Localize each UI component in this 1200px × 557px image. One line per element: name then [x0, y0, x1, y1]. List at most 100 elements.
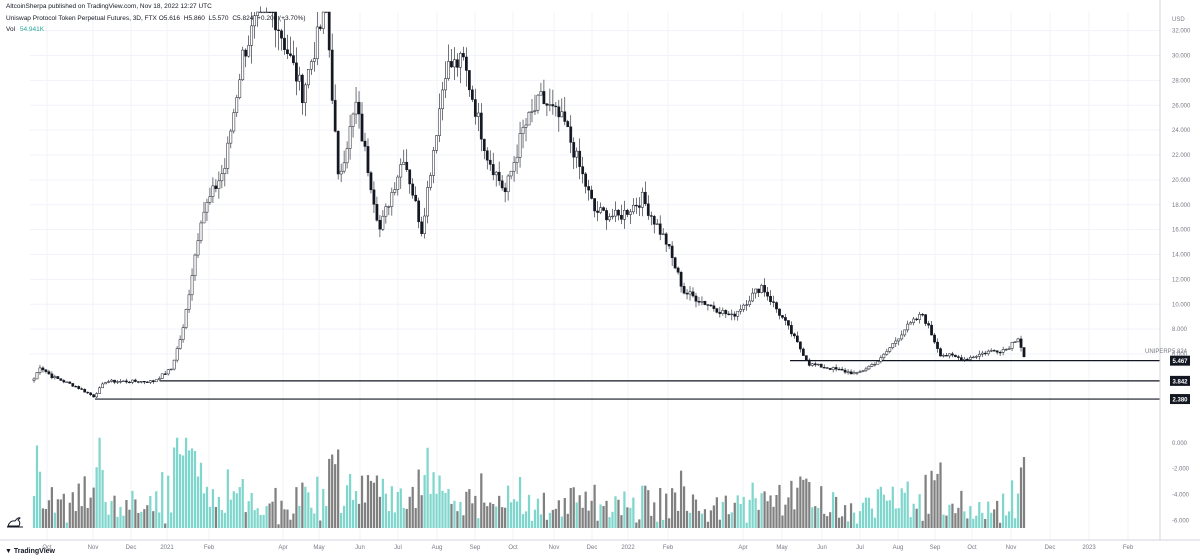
volume-bar — [894, 508, 897, 528]
volume-bar — [268, 503, 271, 528]
candle-down — [643, 191, 647, 205]
candle-up — [518, 133, 522, 158]
candle-down — [605, 210, 608, 221]
volume-bar — [1013, 518, 1017, 528]
candle-down — [86, 391, 90, 394]
candle-up — [1004, 349, 1008, 351]
volume-bar — [852, 512, 856, 528]
volume-bar — [208, 506, 212, 528]
candle-up — [53, 376, 57, 378]
level-label: 5.467 — [1172, 359, 1188, 365]
candle-down — [930, 324, 933, 336]
candle-up — [533, 109, 537, 112]
time-tick-label: Apr — [738, 545, 747, 551]
candle-down — [333, 100, 337, 132]
volume-bar — [265, 506, 268, 528]
volume-bar — [164, 523, 167, 528]
candle-down — [450, 61, 453, 68]
time-tick-label: Oct — [42, 545, 52, 551]
volume-bar — [310, 507, 313, 528]
candle-down — [330, 49, 334, 101]
volume-bar — [295, 487, 298, 528]
volume-bar — [65, 522, 68, 528]
candle-up — [623, 210, 626, 220]
volume-bar — [936, 473, 939, 528]
volume-bars — [32, 437, 1026, 528]
volume-bar — [47, 500, 51, 528]
candle-down — [992, 350, 996, 352]
volume-bar — [921, 520, 924, 528]
candle-down — [151, 380, 155, 383]
volume-bar — [35, 445, 39, 528]
candle-up — [906, 323, 910, 331]
volume-bar — [56, 499, 59, 528]
volume-bar — [990, 512, 993, 528]
volume-bar — [426, 447, 429, 528]
candle-down — [998, 351, 1002, 354]
candle-down — [837, 368, 841, 371]
volume-bar — [119, 506, 122, 528]
volume-bar — [77, 483, 80, 528]
volume-bar — [805, 478, 808, 528]
level-label: 2.380 — [1172, 398, 1188, 404]
candle-down — [933, 334, 936, 343]
volume-bar — [691, 494, 695, 528]
volume-bar — [829, 512, 832, 528]
volume-bar — [981, 512, 984, 528]
candle-up — [894, 340, 898, 344]
time-tick-label: Oct — [508, 545, 518, 551]
volume-bar — [340, 513, 343, 528]
candle-down — [936, 341, 939, 349]
volume-bar — [930, 470, 933, 528]
candle-down — [712, 305, 716, 309]
candle-up — [1016, 338, 1020, 343]
volume-bar — [307, 492, 310, 528]
price-tick-label: 12.000 — [1172, 277, 1191, 283]
candle-up — [345, 148, 349, 164]
candle-up — [897, 338, 901, 342]
volume-bar — [650, 515, 653, 528]
candle-up — [354, 101, 358, 115]
publisher-line: AltcoinSherpa published on TradingView.c… — [6, 3, 212, 10]
volume-bar — [656, 521, 659, 528]
candle-down — [766, 291, 769, 297]
volume-label: Vol — [6, 26, 16, 33]
candle-up — [751, 292, 755, 302]
volume-bar — [256, 508, 259, 528]
volume-bar — [933, 480, 936, 528]
volume-bar — [706, 521, 710, 528]
volume-bar — [909, 517, 912, 528]
volume-bar — [826, 516, 829, 528]
volume-bar — [125, 500, 128, 528]
volume-bar — [796, 487, 799, 528]
volume-bar — [492, 503, 495, 528]
candle-down — [378, 220, 382, 230]
volume-bar — [509, 502, 513, 528]
candlesticks — [32, 6, 1026, 399]
candle-down — [271, 11, 274, 14]
candle-down — [50, 373, 54, 378]
volume-bar — [963, 511, 966, 528]
candle-down — [563, 111, 567, 122]
time-tick-label: Sep — [930, 545, 941, 551]
candle-up — [942, 355, 945, 357]
volume-bar — [694, 499, 698, 528]
volume-bar — [644, 485, 647, 528]
price-tick-label: 30.000 — [1172, 54, 1191, 60]
candle-down — [163, 373, 167, 375]
candle-up — [205, 202, 209, 213]
volume-bar — [802, 479, 805, 528]
candle-down — [411, 183, 415, 196]
horizontal-levels[interactable]: 5.467 3.842 2.380 — [95, 355, 1190, 405]
candle-down — [280, 30, 283, 39]
price-tick-label: 32.000 — [1172, 29, 1191, 35]
candle-up — [459, 53, 462, 68]
candle-up — [131, 379, 134, 383]
grid-lines — [30, 12, 1160, 540]
candle-down — [56, 376, 60, 379]
volume-bar — [724, 495, 727, 528]
volume-bar — [32, 495, 36, 528]
candle-down — [593, 198, 596, 212]
volume-bar — [53, 512, 56, 528]
